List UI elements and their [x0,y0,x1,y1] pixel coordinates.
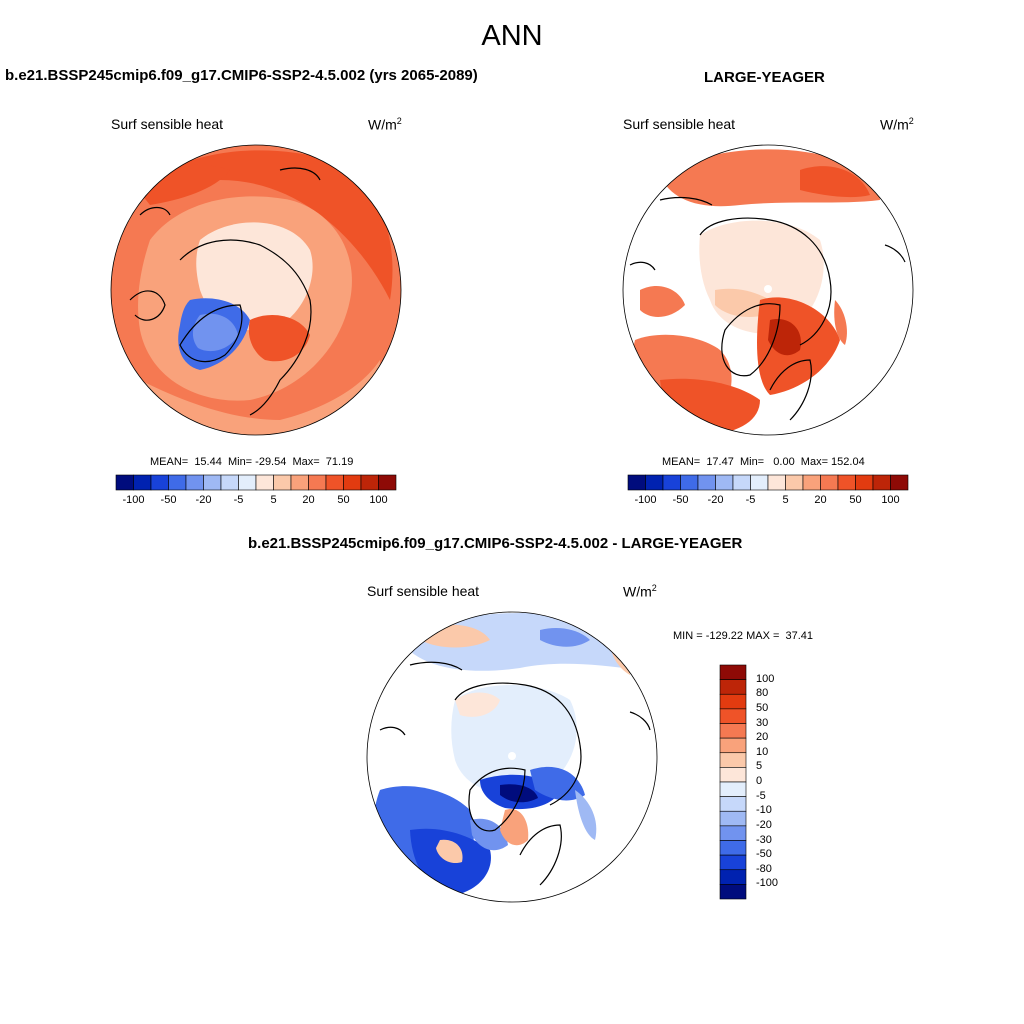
diff-colorbar-tick: 80 [756,687,769,700]
diff-colorbar-box [719,664,747,680]
diff-colorbar-box [719,767,747,783]
figure-title: ANN [481,20,543,52]
right-units-label: W/m2 [880,116,914,133]
diff-colorbar-box [719,810,747,827]
diff-colorbar-tick: 50 [756,701,769,714]
diff-variable-label: Surf sensible heat [367,583,480,599]
diff-colorbar-box [719,796,747,812]
left-colorbar-tick: -50 [160,494,177,506]
diff-colorbar-tick: -10 [756,804,772,817]
diff-colorbar-box [719,752,747,768]
diff-units-label: W/m2 [623,583,657,600]
right-colorbar-tick: 100 [881,494,900,506]
right-colorbar-tick: -20 [707,494,724,506]
left-case-title: b.e21.BSSP245cmip6.f09_g17.CMIP6-SSP2-4.… [5,67,478,84]
diff-colorbar-box [719,825,747,841]
right-colorbar-box [890,474,909,491]
diff-colorbar-box [719,693,747,710]
left-colorbar-tick: 100 [369,494,388,506]
right-colorbar-tick: 5 [782,494,789,506]
left-colorbar-tick: -20 [195,494,212,506]
diff-colorbar-box [719,884,747,900]
diff-minmax: MIN = -129.22 MAX = 37.41 [673,630,814,642]
diff-colorbar-tick: -100 [756,877,779,890]
diff-colorbar-box [719,679,747,695]
diff-colorbar-box [719,840,747,856]
diff-colorbar-tick: 100 [756,672,775,685]
left-variable-label: Surf sensible heat [111,116,224,132]
right-colorbar-tick: -5 [745,494,756,506]
left-colorbar-tick: 20 [302,494,315,506]
left-stats: MEAN= 15.44 Min= -29.54 Max= 71.19 [150,456,354,468]
right-stats: MEAN= 17.47 Min= 0.00 Max= 152.04 [662,456,865,468]
left-units-label: W/m2 [368,116,402,133]
right-variable-label: Surf sensible heat [623,116,736,132]
diff-colorbar-tick: -80 [756,862,772,875]
diff-colorbar-tick: -30 [756,833,772,846]
right-colorbar-tick: -50 [672,494,689,506]
right-case-title: LARGE-YEAGER [704,69,825,86]
diff-colorbar-tick: 20 [756,731,769,744]
diff-colorbar-tick: -5 [756,789,766,802]
right-colorbar-tick: -100 [634,494,657,506]
left-colorbar-tick: 50 [337,494,350,506]
left-colorbar-box [378,474,397,491]
right-colorbar-tick: 20 [814,494,827,506]
diff-colorbar-box [719,737,747,754]
diff-colorbar-box [719,869,747,885]
left-colorbar-tick: -100 [122,494,145,506]
diff-colorbar-box [719,781,747,797]
left-colorbar-tick: 5 [270,494,277,506]
diff-colorbar-tick: 30 [756,716,769,729]
diff-case-title: b.e21.BSSP245cmip6.f09_g17.CMIP6-SSP2-4.… [248,535,743,552]
diff-colorbar-tick: 0 [756,775,763,787]
diff-colorbar-tick: -50 [756,848,772,861]
diff-colorbar-tick: 10 [756,745,769,758]
left-colorbar-tick: -5 [233,494,244,506]
diff-colorbar-box [719,708,747,724]
diff-colorbar-tick: 5 [756,760,763,773]
right-colorbar-tick: 50 [849,494,862,506]
diff-colorbar-box [719,723,747,739]
diff-colorbar-box [719,854,747,871]
diff-colorbar-tick: -20 [756,818,772,831]
